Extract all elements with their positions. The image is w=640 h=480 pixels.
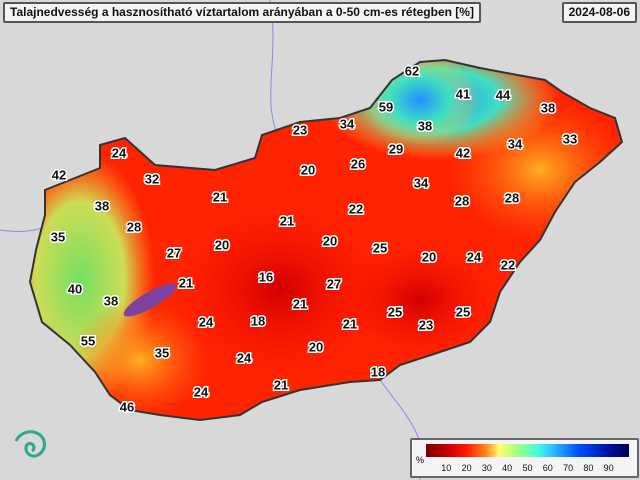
color-legend: % 10 20 30 40 50 60 70 80 90 [410,438,639,478]
country-border [28,58,624,422]
map-title: Talajnedvesség a hasznosítható víztartal… [3,2,481,23]
map-value-label: 38 [418,118,432,133]
map-value-label: 20 [309,339,323,354]
map-value-label: 40 [68,281,82,296]
map-value-label: 35 [155,345,169,360]
map-value-label: 55 [81,333,95,348]
map-value-label: 24 [112,145,127,160]
legend-tick: 70 [563,463,574,473]
map-value-label: 20 [215,237,229,252]
legend-unit: % [416,455,425,465]
map-value-label: 25 [373,240,387,255]
map-value-label: 28 [127,219,141,234]
map-value-label: 38 [104,293,118,308]
legend-tick: 20 [461,463,472,473]
map-value-label: 25 [456,304,470,319]
map-value-label: 18 [371,364,385,379]
map-value-label: 38 [541,100,555,115]
map-value-label: 46 [120,399,134,414]
map-value-label: 34 [414,175,429,190]
legend-tick: 50 [522,463,533,473]
map-value-label: 33 [563,131,577,146]
legend-colorbar [426,444,629,457]
logo-swirl [14,430,46,458]
map-value-label: 21 [179,275,193,290]
map-value-label: 42 [52,167,66,182]
map-value-label: 23 [293,122,307,137]
map-value-label: 21 [280,213,294,228]
map-value-label: 28 [455,193,469,208]
map-value-label: 42 [456,145,470,160]
map-value-label: 23 [419,317,433,332]
map-value-label: 44 [496,87,511,102]
map-value-label: 18 [251,313,265,328]
map-value-label: 21 [343,316,357,331]
legend-tick: 60 [542,463,553,473]
legend-tick: 30 [481,463,492,473]
map-value-label: 59 [379,99,393,114]
map-value-label: 34 [508,136,523,151]
map-date: 2024-08-06 [561,2,637,23]
legend-tick: 40 [502,463,513,473]
map-value-label: 24 [199,314,214,329]
map-value-label: 20 [422,249,436,264]
map-value-label: 24 [237,350,252,365]
map-value-label: 21 [213,189,227,204]
map-value-label: 28 [505,190,519,205]
map-value-label: 20 [301,162,315,177]
map-value-label: 24 [194,384,209,399]
map-value-label: 62 [405,63,419,78]
map-value-label: 29 [389,141,403,156]
map-value-label: 27 [327,276,341,291]
map-value-label: 25 [388,304,402,319]
map-value-label: 16 [259,269,273,284]
map-value-label: 38 [95,198,109,213]
map-value-label: 24 [467,249,482,264]
map-value-label: 22 [501,257,515,272]
map-value-label: 27 [167,245,181,260]
map-value-label: 20 [323,233,337,248]
map-value-label: 34 [340,116,355,131]
map-value-label: 41 [456,86,470,101]
map-value-label: 21 [293,296,307,311]
legend-tick: 10 [441,463,452,473]
map-value-label: 21 [274,377,288,392]
map-value-label: 22 [349,201,363,216]
legend-tick: 90 [603,463,614,473]
map-value-label: 32 [145,171,159,186]
legend-tick: 80 [583,463,594,473]
map-value-label: 35 [51,229,65,244]
map-value-label: 26 [351,156,365,171]
